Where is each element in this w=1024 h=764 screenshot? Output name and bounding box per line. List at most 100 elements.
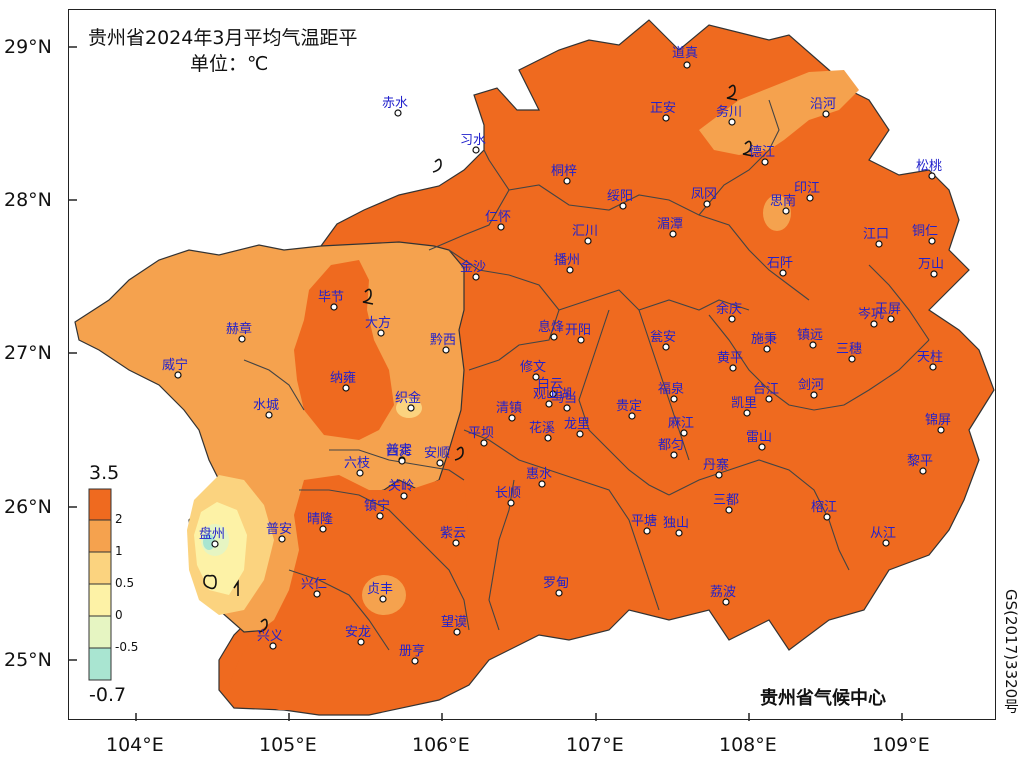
station-label: 册亨 (399, 644, 426, 659)
legend-colorbar (88, 488, 112, 681)
station-marker (728, 315, 736, 323)
legend-tick-label: 0 (115, 608, 123, 622)
station-label: 施秉 (751, 332, 778, 347)
map-unit: 单位：℃ (190, 53, 269, 75)
legend-swatch-1-2 (88, 519, 112, 553)
legend-swatch-m05-0 (88, 615, 112, 649)
station-marker (436, 459, 444, 467)
station-label: 纳雍 (330, 371, 357, 386)
legend-swatch-gt2 (88, 488, 112, 521)
station-marker (480, 439, 488, 447)
station-marker (779, 269, 787, 277)
isoline-label-2 (258, 618, 268, 633)
station-marker (729, 364, 737, 372)
station-marker (584, 237, 592, 245)
map-frame (68, 9, 996, 721)
station-label: 晴隆 (307, 512, 334, 527)
station-marker (269, 642, 277, 650)
station-marker (538, 480, 546, 488)
station-marker (411, 657, 419, 665)
station-marker (722, 598, 730, 606)
station-label: 玉屏 (875, 302, 902, 317)
longitude-label: 106°E (412, 734, 470, 756)
station-label: 铜仁 (912, 224, 939, 239)
anomaly-zone-lt-m05-panzhou (203, 534, 215, 550)
isoline-label-2 (742, 140, 754, 157)
station-label: 兴仁 (301, 577, 328, 592)
station-marker (545, 400, 553, 408)
boundary-line (578, 309, 670, 496)
boundary-line (299, 489, 470, 631)
anomaly-zone-1-2-zhenfeng (362, 575, 406, 615)
station-marker (555, 589, 563, 597)
anomaly-zone-gt2-bijie (294, 260, 394, 440)
station-marker (765, 395, 773, 403)
station-label: 织金 (395, 391, 422, 406)
station-marker (442, 346, 450, 354)
map-title: 贵州省2024年3月平均气温距平 (88, 27, 358, 49)
station-label: 丹寨 (703, 458, 730, 473)
isoline-label-0 (203, 574, 217, 590)
longitude-label: 108°E (719, 734, 777, 756)
station-label: 麻江 (668, 416, 695, 431)
boundary-line (638, 309, 690, 461)
station-label: 瓮安 (650, 330, 677, 345)
station-marker (356, 469, 364, 477)
station-label: 关岭 (388, 479, 415, 494)
station-marker (508, 414, 516, 422)
boundary-line (698, 99, 780, 216)
station-label: 绥阳 (607, 189, 634, 204)
station-marker (669, 230, 677, 238)
station-marker (728, 118, 736, 126)
station-label: 威宁 (162, 358, 189, 373)
longitude-label: 105°E (259, 734, 317, 756)
station-label: 江口 (863, 227, 890, 242)
station-marker (379, 595, 387, 603)
station-label: 白云 (537, 377, 564, 392)
station-marker (758, 443, 766, 451)
isoline-label-2 (432, 158, 442, 173)
station-label: 水城 (253, 398, 280, 413)
station-marker (763, 345, 771, 353)
boundary-line (558, 289, 750, 311)
station-label: 都匀 (658, 438, 685, 453)
station-label: 沿河 (810, 97, 837, 112)
boundary-line (428, 184, 810, 301)
station-marker (929, 363, 937, 371)
latitude-label: 29°N (4, 36, 52, 58)
station-label: 金沙 (460, 260, 487, 275)
station-marker (265, 411, 273, 419)
station-marker (628, 412, 636, 420)
station-label: 赫章 (226, 322, 253, 337)
station-marker (566, 266, 574, 274)
station-marker (703, 200, 711, 208)
station-label: 望谟 (441, 615, 468, 630)
legend-swatch-lt-m05 (88, 647, 112, 681)
station-marker (715, 471, 723, 479)
station-marker (810, 391, 818, 399)
station-marker (823, 513, 831, 521)
station-marker (928, 172, 936, 180)
station-label: 桐梓 (551, 164, 578, 179)
station-label: 花溪 (529, 421, 556, 436)
station-label: 紫云 (440, 526, 467, 541)
station-marker (330, 303, 338, 311)
station-marker (563, 404, 571, 412)
station-label: 三都 (713, 493, 740, 508)
station-marker (725, 506, 733, 514)
station-marker (563, 177, 571, 185)
station-label: 天柱 (917, 350, 944, 365)
station-marker (643, 527, 651, 535)
station-marker (211, 540, 219, 548)
longitude-label: 107°E (566, 734, 624, 756)
station-label: 印江 (794, 181, 821, 196)
station-label: 惠水 (526, 467, 553, 482)
station-marker (928, 237, 936, 245)
station-marker (577, 336, 585, 344)
station-marker (670, 451, 678, 459)
longitude-label: 104°E (106, 734, 164, 756)
boundary-line (288, 569, 390, 651)
station-marker (398, 457, 406, 465)
station-label: 道真 (672, 46, 699, 61)
station-label: 观山湖 (533, 387, 573, 402)
